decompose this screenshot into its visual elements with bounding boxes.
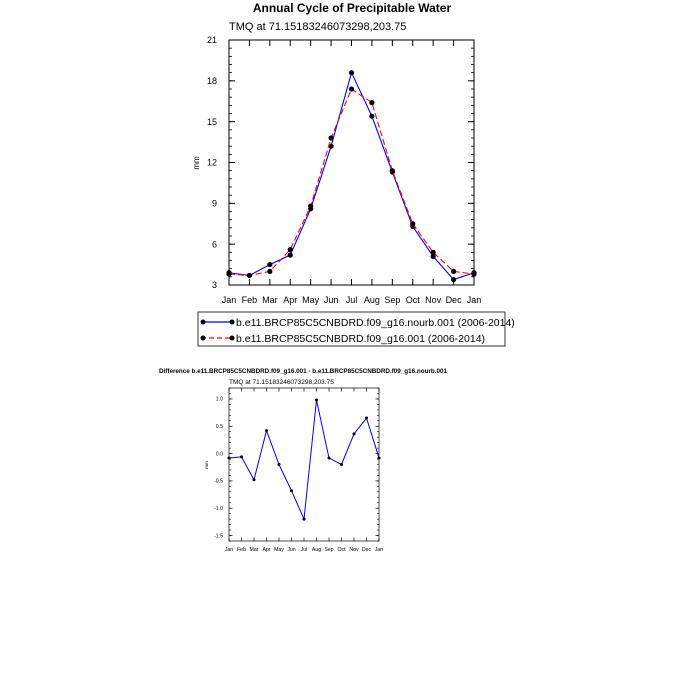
main-x-tick-label: Jun (324, 295, 339, 305)
diff-y-axis-label: mm (204, 461, 209, 469)
main-chart-title: Annual Cycle of Precipitable Water (253, 1, 452, 15)
legend-entry-red: b.e11.BRCP85C5CNBDRD.f09_g16.001 (2006-2… (200, 333, 485, 345)
main-series-1-point (471, 271, 477, 277)
main-series-0-point (450, 276, 457, 283)
diff-x-tick-label: Jan (375, 547, 383, 553)
diff-chart-subtitle: TMQ at 71.15183246073298,203.75 (229, 379, 334, 386)
legend-box (197, 311, 506, 347)
diff-y-tick-label: 1.0 (216, 397, 223, 403)
legend-marker-blue (200, 319, 206, 325)
legend-entry-blue: b.e11.BRCP85C5CNBDRD.f09_g16.nourb.001 (… (200, 317, 515, 329)
diff-series-0-point (302, 517, 306, 521)
main-x-tick-label: Nov (425, 295, 442, 305)
diff-x-tick-label: Dec (362, 547, 372, 553)
diff-y-tick-label: 0.5 (216, 424, 223, 430)
diff-chart-title: Difference b.e11.BRCP85C5CNBDRD.f09_g16.… (159, 368, 448, 375)
main-series-0-point (267, 261, 273, 268)
main-y-tick-label: 12 (207, 158, 217, 168)
main-series-0-point (430, 253, 436, 260)
diff-series-0-point (240, 455, 243, 459)
main-series-0-point (328, 143, 334, 149)
diff-series-0-point (277, 463, 281, 466)
legend-label-red: b.e11.BRCP85C5CNBDRD.f09_g16.001 (2006-2… (236, 333, 485, 345)
diff-x-tick-label: Aug (312, 547, 321, 553)
diff-y-tick-label: -1.0 (214, 506, 223, 512)
main-series-1-point (226, 271, 232, 277)
legend-marker-blue-end (229, 319, 235, 325)
difference-chart: Difference b.e11.BRCP85C5CNBDRD.f09_g16.… (159, 368, 448, 553)
legend-marker-red (200, 335, 206, 341)
legend-label-blue: b.e11.BRCP85C5CNBDRD.f09_g16.nourb.001 (… (236, 317, 515, 329)
main-series-1-point (267, 268, 273, 274)
main-x-tick-label: Apr (283, 295, 297, 305)
main-series-1-point (246, 272, 253, 279)
main-x-tick-label: Jan (222, 295, 237, 305)
main-series-0-point (369, 113, 375, 119)
main-y-tick-label: 15 (207, 117, 217, 127)
diff-series-0-point (252, 478, 256, 482)
main-series-1-point (369, 100, 375, 106)
main-y-tick-label: 3 (212, 280, 217, 290)
diff-series-line-0 (228, 399, 380, 522)
diff-x-tick-label: Mar (250, 547, 259, 553)
diff-x-tick-label: Jul (301, 547, 308, 553)
main-series-1-point (308, 203, 314, 209)
main-plot-frame (228, 39, 475, 286)
diff-y-tick-label: -0.5 (214, 479, 223, 485)
diff-series-0-point (315, 398, 318, 402)
main-series-1-point (389, 168, 395, 174)
main-series-0-point (287, 252, 293, 258)
diff-x-tick-label: May (274, 547, 284, 553)
main-x-tick-label: Aug (364, 295, 380, 305)
diff-series-0-point (377, 456, 381, 460)
diff-series-0-point (265, 429, 268, 433)
main-y-tick-label: 21 (207, 35, 217, 45)
main-series-1-point (410, 221, 416, 227)
diff-x-tick-label: Apr (262, 547, 270, 553)
main-series-0-point (348, 70, 355, 76)
main-series-1-point (348, 86, 355, 92)
diff-x-tick-label: Jun (287, 547, 295, 553)
main-series-1-point (328, 135, 334, 141)
main-x-tick-label: Sep (384, 295, 400, 305)
main-x-tick-label: Feb (242, 295, 258, 305)
diff-series-0-point (290, 489, 293, 493)
main-x-tick-label: Jul (346, 295, 358, 305)
main-y-tick-label: 6 (212, 239, 217, 249)
main-y-axis-label: mm (192, 156, 201, 170)
main-series-line-0 (228, 71, 475, 281)
main-x-tick-label: May (302, 295, 320, 305)
main-x-tick-label: Jan (467, 295, 482, 305)
main-series-line-1 (228, 88, 475, 277)
diff-y-tick-label: -1.5 (214, 533, 223, 539)
diff-x-tick-label: Oct (337, 547, 346, 553)
diff-x-tick-label: Nov (349, 547, 359, 553)
main-x-tick-label: Oct (406, 295, 421, 305)
legend: b.e11.BRCP85C5CNBDRD.f09_g16.nourb.001 (… (197, 311, 515, 347)
diff-x-tick-label: Jan (225, 547, 233, 553)
diff-series-0-point (365, 416, 368, 420)
diff-x-tick-label: Feb (237, 547, 246, 553)
annual-cycle-chart: Annual Cycle of Precipitable Water TMQ a… (192, 1, 481, 305)
diff-x-tick-label: Sep (324, 547, 333, 553)
main-x-tick-label: Mar (262, 295, 278, 305)
main-series-1-point (430, 249, 436, 255)
main-series-1-point (450, 268, 457, 274)
main-chart-subtitle: TMQ at 71.15183246073298,203.75 (229, 21, 406, 33)
legend-marker-red-end (229, 335, 235, 341)
main-x-tick-label: Dec (446, 295, 463, 305)
diff-series-0-point (227, 456, 231, 460)
main-y-tick-label: 9 (212, 198, 217, 208)
diff-series-0-point (352, 432, 356, 436)
diff-series-0-point (340, 463, 343, 466)
diff-series-0-point (327, 456, 331, 460)
main-y-tick-label: 18 (207, 76, 217, 86)
diff-y-tick-label: 0.0 (216, 451, 223, 457)
main-series-1-point (287, 247, 293, 253)
